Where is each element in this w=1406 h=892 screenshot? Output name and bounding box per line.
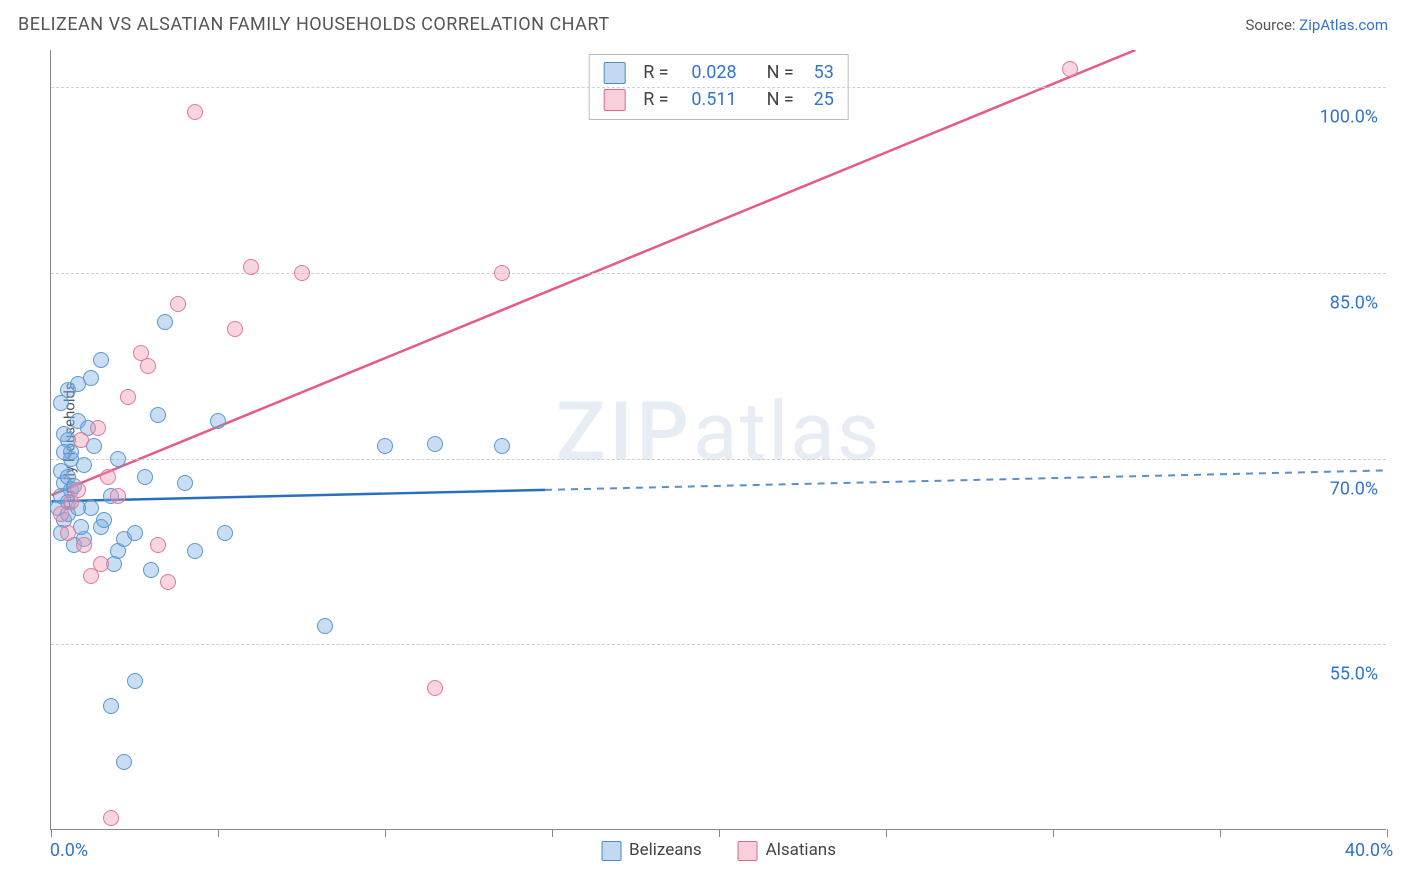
scatter-point: [427, 680, 443, 696]
x-tick: [51, 829, 52, 837]
scatter-point: [140, 358, 156, 374]
scatter-point: [377, 438, 393, 454]
scatter-point: [187, 104, 203, 120]
scatter-point: [56, 444, 72, 460]
scatter-point: [170, 296, 186, 312]
x-tick: [1053, 829, 1054, 837]
y-tick-label: 70.0%: [1330, 478, 1378, 499]
source-label: Source: ZipAtlas.com: [1245, 16, 1388, 34]
watermark-atlas: atlas: [693, 384, 881, 480]
stats-R-label: R =: [643, 86, 668, 113]
scatter-point: [103, 698, 119, 714]
source-prefix: Source:: [1245, 16, 1299, 34]
scatter-point: [160, 574, 176, 590]
scatter-point: [76, 457, 92, 473]
watermark: ZIPatlas: [556, 384, 881, 480]
scatter-point: [210, 413, 226, 429]
scatter-point: [103, 810, 119, 826]
scatter-point: [90, 420, 106, 436]
x-tick: [1387, 829, 1388, 837]
stats-R-value: 0.028: [679, 59, 737, 86]
regression-lines-svg: [51, 50, 1386, 829]
scatter-point: [96, 512, 112, 528]
scatter-point: [294, 265, 310, 281]
x-tick: [552, 829, 553, 837]
legend-swatch: [603, 62, 625, 84]
y-tick-label: 85.0%: [1330, 292, 1378, 313]
y-tick-label: 100.0%: [1320, 107, 1378, 128]
x-tick: [719, 829, 720, 837]
bottom-legend: Belizeans Alsatians: [601, 840, 836, 861]
scatter-point: [157, 314, 173, 330]
scatter-point: [137, 469, 153, 485]
scatter-point: [217, 525, 233, 541]
scatter-point: [110, 451, 126, 467]
scatter-point: [187, 543, 203, 559]
scatter-point: [150, 407, 166, 423]
x-tick: [218, 829, 219, 837]
stats-N-value: 53: [804, 59, 834, 86]
y-gridline: [51, 459, 1386, 460]
stats-row: R = 0.511 N = 25: [603, 86, 834, 113]
scatter-point: [127, 673, 143, 689]
legend-swatch: [738, 841, 758, 861]
scatter-point: [427, 436, 443, 452]
scatter-point: [1062, 61, 1078, 77]
scatter-point: [143, 562, 159, 578]
stats-N-label: N =: [767, 59, 794, 86]
legend-label: Alsatians: [766, 840, 836, 860]
legend-swatch: [603, 89, 625, 111]
scatter-point: [73, 432, 89, 448]
stats-R-label: R =: [643, 59, 668, 86]
scatter-point: [177, 475, 193, 491]
scatter-point: [150, 537, 166, 553]
legend-swatch: [601, 841, 621, 861]
stats-R-value: 0.511: [679, 86, 737, 113]
chart-plot-area: ZIPatlas R =0.028N =53R =0.511N =25 Beli…: [50, 50, 1386, 830]
y-gridline: [51, 644, 1386, 645]
scatter-point: [93, 352, 109, 368]
x-tick: [385, 829, 386, 837]
legend-label: Belizeans: [629, 840, 702, 860]
scatter-point: [110, 488, 126, 504]
x-tick-label: 0.0%: [50, 840, 88, 861]
legend-item: Alsatians: [738, 840, 836, 861]
scatter-point: [60, 525, 76, 541]
scatter-point: [116, 754, 132, 770]
source-link[interactable]: ZipAtlas.com: [1299, 16, 1388, 34]
scatter-point: [76, 537, 92, 553]
stats-N-label: N =: [767, 86, 794, 113]
stats-N-value: 25: [804, 86, 834, 113]
scatter-point: [120, 389, 136, 405]
scatter-point: [100, 469, 116, 485]
stats-row: R = 0.028 N = 53: [603, 59, 834, 86]
y-tick-label: 55.0%: [1330, 664, 1378, 685]
scatter-point: [93, 556, 109, 572]
scatter-point: [317, 618, 333, 634]
scatter-point: [127, 525, 143, 541]
scatter-point: [243, 259, 259, 275]
scatter-point: [494, 265, 510, 281]
x-tick: [1220, 829, 1221, 837]
regression-line-dashed: [545, 470, 1386, 489]
scatter-point: [70, 482, 86, 498]
watermark-zip: ZIP: [556, 384, 693, 480]
scatter-point: [494, 438, 510, 454]
scatter-point: [56, 426, 72, 442]
legend-item: Belizeans: [601, 840, 702, 861]
y-gridline: [51, 87, 1386, 88]
scatter-point: [70, 376, 86, 392]
x-tick: [886, 829, 887, 837]
x-tick-label: 40.0%: [1345, 840, 1393, 861]
chart-title: BELIZEAN VS ALSATIAN FAMILY HOUSEHOLDS C…: [18, 14, 610, 35]
scatter-point: [227, 321, 243, 337]
